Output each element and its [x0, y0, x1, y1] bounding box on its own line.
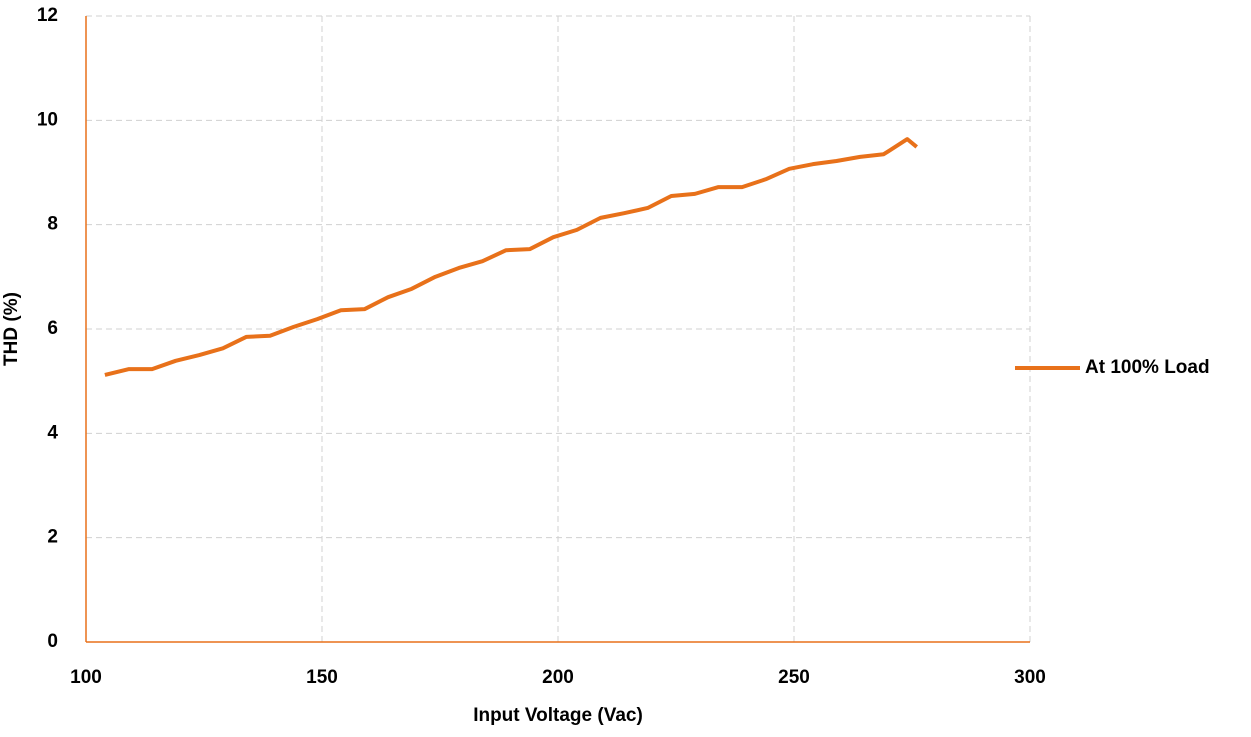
x-tick-label: 200 [542, 667, 574, 688]
y-tick-label: 0 [47, 631, 58, 652]
x-tick-label: 300 [1014, 667, 1046, 688]
x-tick-label: 250 [778, 667, 810, 688]
x-axis-label: Input Voltage (Vac) [473, 705, 643, 726]
x-tick-label: 100 [70, 667, 102, 688]
y-tick-label: 4 [47, 422, 58, 443]
y-tick-label: 8 [47, 214, 58, 235]
y-tick-label: 6 [47, 318, 58, 339]
y-axis-label: THD (%) [1, 292, 22, 366]
line-series [104, 137, 918, 377]
y-tick-label: 2 [47, 527, 58, 548]
x-tick-label: 150 [306, 667, 338, 688]
y-tick-label: 12 [37, 5, 58, 26]
y-tick-label: 10 [37, 109, 58, 130]
legend-label: At 100% Load [1085, 357, 1210, 378]
